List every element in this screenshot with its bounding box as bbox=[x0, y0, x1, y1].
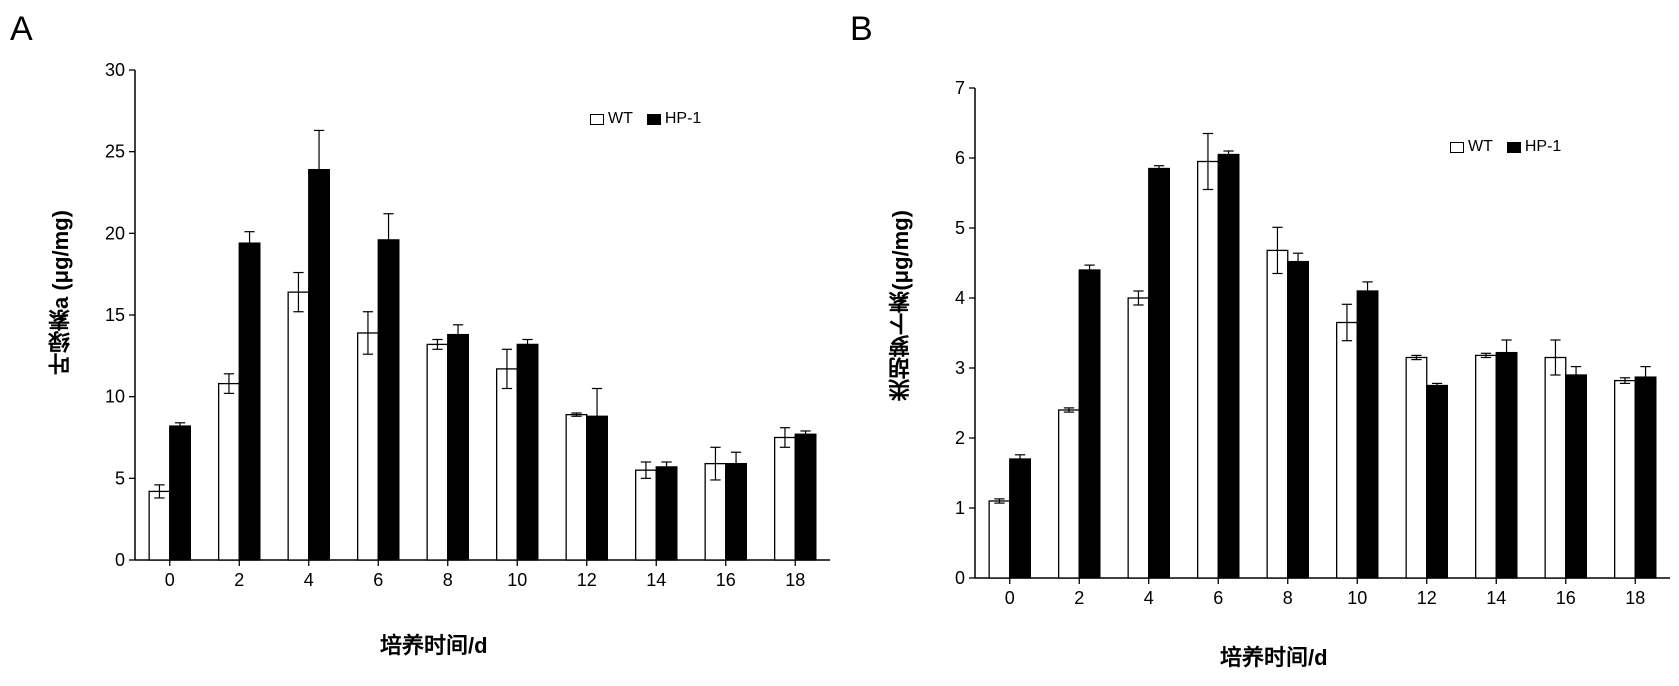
panel-a-chart: 0 5 10 15 20 25 30 0 2 4 6 8 10 12 14 16 18 bbox=[80, 60, 840, 620]
legend-swatch-hp1-icon bbox=[647, 114, 661, 125]
svg-text:0: 0 bbox=[115, 550, 125, 570]
panel-b-legend: WT HP-1 bbox=[1450, 138, 1561, 156]
svg-text:2: 2 bbox=[955, 428, 965, 448]
svg-text:8: 8 bbox=[1283, 588, 1293, 608]
svg-text:3: 3 bbox=[955, 358, 965, 378]
svg-text:7: 7 bbox=[955, 78, 965, 98]
svg-text:20: 20 bbox=[105, 223, 125, 243]
legend-swatch-hp1-icon bbox=[1507, 142, 1521, 153]
svg-text:6: 6 bbox=[373, 570, 383, 590]
svg-text:10: 10 bbox=[1347, 588, 1367, 608]
svg-text:14: 14 bbox=[646, 570, 666, 590]
svg-text:1: 1 bbox=[955, 498, 965, 518]
panel-a-xlabel: 培养时间/d bbox=[380, 628, 488, 660]
svg-text:10: 10 bbox=[105, 387, 125, 407]
svg-text:18: 18 bbox=[1625, 588, 1645, 608]
svg-text:5: 5 bbox=[955, 218, 965, 238]
svg-text:14: 14 bbox=[1486, 588, 1506, 608]
figure: A 叶绿素a (μg/mg) 0510152025300246810121416… bbox=[0, 0, 1679, 686]
svg-text:0: 0 bbox=[165, 570, 175, 590]
legend-label-wt: WT bbox=[608, 110, 633, 128]
svg-text:5: 5 bbox=[115, 468, 125, 488]
panel-b-xlabel: 培养时间/d bbox=[1220, 640, 1328, 672]
svg-text:8: 8 bbox=[443, 570, 453, 590]
svg-text:0: 0 bbox=[955, 568, 965, 588]
panel-a-legend: WT HP-1 bbox=[590, 110, 701, 128]
panel-b-chart: 01234567024681012141618 bbox=[920, 78, 1679, 638]
legend-label-wt: WT bbox=[1468, 138, 1493, 156]
panel-b: B 类胡萝卜素(μg/mg) 01234567024681012141618 培… bbox=[840, 0, 1679, 686]
panel-b-label: B bbox=[850, 10, 873, 49]
svg-text:2: 2 bbox=[1074, 588, 1084, 608]
svg-text:4: 4 bbox=[955, 288, 965, 308]
svg-text:4: 4 bbox=[1144, 588, 1154, 608]
svg-text:12: 12 bbox=[1417, 588, 1437, 608]
svg-text:18: 18 bbox=[785, 570, 805, 590]
svg-text:30: 30 bbox=[105, 60, 125, 80]
svg-text:4: 4 bbox=[304, 570, 314, 590]
svg-text:16: 16 bbox=[716, 570, 736, 590]
svg-text:12: 12 bbox=[577, 570, 597, 590]
svg-text:6: 6 bbox=[1213, 588, 1223, 608]
svg-text:10: 10 bbox=[507, 570, 527, 590]
panel-a-label: A bbox=[10, 10, 33, 49]
legend-label-hp1: HP-1 bbox=[665, 110, 701, 128]
legend-swatch-wt-icon bbox=[590, 114, 604, 125]
svg-text:2: 2 bbox=[234, 570, 244, 590]
svg-text:16: 16 bbox=[1556, 588, 1576, 608]
panel-a: A 叶绿素a (μg/mg) 0 5 10 15 20 25 30 0 2 4 6 8 10 12 14 16… bbox=[0, 0, 840, 686]
svg-text:25: 25 bbox=[105, 142, 125, 162]
panel-b-ylabel: 类胡萝卜素(μg/mg) bbox=[885, 210, 917, 401]
legend-swatch-wt-icon bbox=[1450, 142, 1464, 153]
legend-label-hp1: HP-1 bbox=[1525, 138, 1561, 156]
panel-a-ylabel: 叶绿素a (μg/mg) bbox=[45, 210, 77, 375]
svg-text:0: 0 bbox=[1005, 588, 1015, 608]
svg-text:15: 15 bbox=[105, 305, 125, 325]
svg-text:6: 6 bbox=[955, 148, 965, 168]
